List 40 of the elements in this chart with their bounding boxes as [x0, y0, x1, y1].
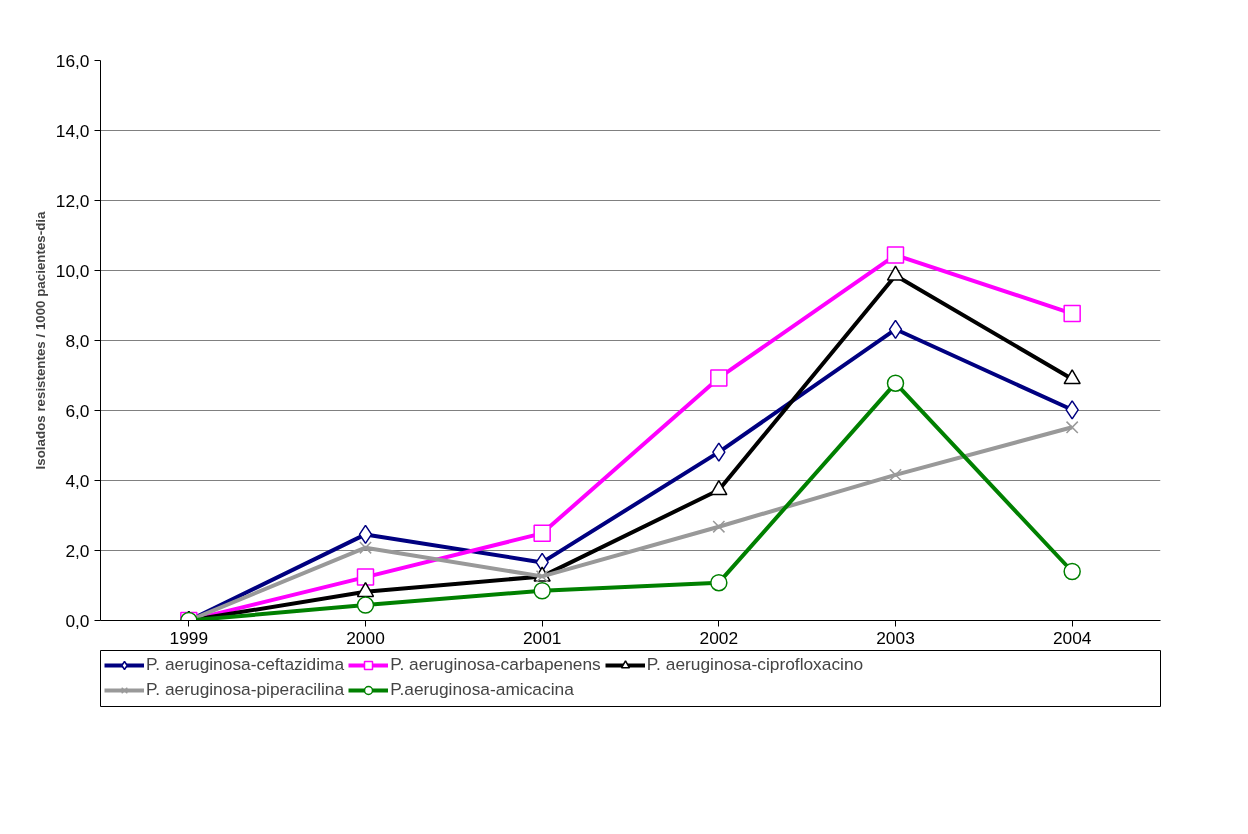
y-tick-label: 6,0 — [65, 400, 90, 421]
point — [712, 520, 726, 534]
y-tick-label: 8,0 — [65, 330, 90, 351]
y-tick-label: 14,0 — [55, 120, 90, 141]
legend-label: P. aeruginosa-ciprofloxacino — [646, 654, 864, 675]
x-tick-label: 2001 — [522, 627, 562, 648]
y-tick-label: 2,0 — [65, 540, 90, 561]
point — [886, 374, 905, 392]
y-tick-label: 16,0 — [55, 50, 90, 71]
point — [356, 596, 375, 614]
x-tick-label: 2004 — [1052, 627, 1092, 648]
point — [358, 524, 373, 545]
point — [533, 524, 551, 543]
point — [710, 369, 728, 387]
y-tick-label: 12,0 — [55, 190, 90, 211]
x-tick-label: 2002 — [699, 627, 739, 648]
y-tick-label: 4,0 — [65, 470, 90, 491]
point — [888, 319, 903, 340]
point — [886, 246, 905, 264]
x-tick-label: 2003 — [876, 627, 915, 648]
point — [1065, 420, 1079, 434]
point — [1063, 369, 1081, 385]
legend-label: P. aeruginosa-carbapenens — [390, 654, 601, 675]
point — [533, 582, 551, 600]
legend-label: P. aeruginosa-piperacilina — [146, 679, 345, 700]
point — [359, 541, 372, 555]
point — [356, 568, 375, 586]
y-axis-title: Isolados resistentes / 1000 pacientes-dia — [32, 211, 48, 470]
point — [1063, 562, 1081, 581]
x-tick-label: 1999 — [169, 627, 209, 648]
y-tick-label: 0,0 — [65, 610, 90, 631]
point — [1063, 304, 1081, 323]
y-tick-label: 10,0 — [55, 260, 90, 281]
legend-label: P.aeruginosa-amicacina — [390, 679, 574, 700]
point — [1065, 400, 1079, 420]
point — [712, 442, 726, 462]
x-tick-label: 2000 — [346, 627, 385, 648]
point — [889, 468, 902, 482]
legend-label: P. aeruginosa-ceftazidima — [146, 654, 345, 675]
point — [710, 573, 728, 592]
